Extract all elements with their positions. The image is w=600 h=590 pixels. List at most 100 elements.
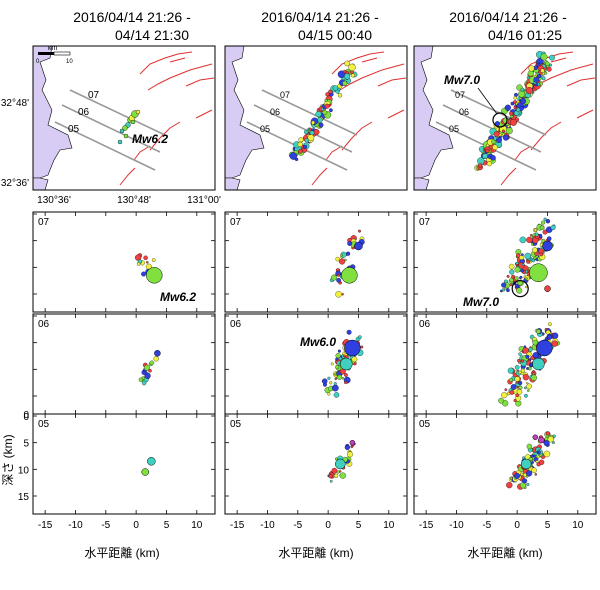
hypocenter — [543, 450, 551, 458]
hypocenter — [526, 383, 532, 390]
hypocenter — [141, 271, 147, 277]
sea-area — [414, 46, 454, 179]
x-tick-label: 5 — [545, 520, 551, 531]
hypocenter — [516, 287, 523, 294]
x-tick-label: -5 — [101, 520, 110, 531]
hypocenter — [524, 393, 528, 398]
hypocenter — [506, 481, 513, 489]
hypocenter — [522, 478, 528, 484]
hypocenter — [526, 443, 533, 450]
hypocenter — [333, 392, 340, 398]
large-event — [154, 350, 161, 357]
mainshock-circle — [492, 112, 508, 128]
epicenter — [485, 148, 490, 153]
map3-frame — [413, 45, 597, 191]
hypocenter — [532, 247, 538, 253]
hypocenter — [514, 266, 521, 273]
epicenter — [513, 106, 517, 110]
map1-mw-label: Mw6.2 — [132, 132, 168, 146]
hypocenters — [134, 253, 163, 284]
large-event — [349, 439, 356, 446]
lon-label-48: 130°48' — [117, 195, 151, 206]
epicenter — [533, 76, 540, 83]
lat-label-36: 32°36' — [1, 178, 29, 189]
epicenter — [540, 53, 548, 61]
hypocenter — [519, 275, 523, 279]
hypocenters — [498, 322, 561, 407]
hypocenter — [519, 255, 524, 260]
scale-unit: km — [48, 45, 58, 52]
profile-05-label: 05 — [260, 124, 270, 134]
profile-06-label: 06 — [78, 107, 90, 118]
hypocenter — [518, 352, 522, 356]
y-axis-label: 深さ (km) — [1, 434, 15, 485]
x-tick-label: -15 — [419, 520, 434, 531]
section-panel: 05 — [224, 413, 408, 515]
hypocenter — [146, 261, 149, 264]
epicenter — [324, 98, 328, 103]
x-tick-label: -15 — [38, 520, 53, 531]
hypocenter — [335, 256, 340, 262]
mw70-leader — [477, 87, 498, 115]
epicenter — [325, 92, 330, 97]
epicenters — [288, 60, 358, 162]
hypocenter — [144, 372, 151, 379]
large-event — [344, 339, 361, 357]
hypocenter — [334, 377, 337, 381]
hypocenter — [547, 334, 552, 340]
epicenter — [490, 155, 496, 161]
hypocenter — [516, 253, 521, 258]
hypocenter — [506, 274, 510, 278]
profile-lines — [54, 89, 166, 171]
epicenter — [505, 127, 513, 135]
hypocenter — [141, 380, 147, 386]
hypocenter — [520, 269, 524, 273]
x-tick-label: 0 — [514, 520, 520, 531]
epicenter — [289, 152, 298, 160]
map-panel-1: 07 06 05 Mw6.2 km 0 10 — [32, 45, 216, 191]
section-id-label: 06 — [230, 319, 242, 330]
large-event — [335, 458, 346, 470]
section-id-label: 07 — [38, 217, 50, 228]
hypocenter — [335, 291, 342, 298]
epicenter — [298, 148, 303, 154]
epicenter — [526, 76, 530, 80]
ariake-sea — [414, 177, 430, 190]
section-panel: 06 — [224, 313, 408, 415]
hypocenter — [514, 365, 520, 370]
hypocenter — [526, 236, 533, 244]
hypocenter — [138, 377, 144, 382]
hypocenter — [526, 470, 533, 477]
hypocenter — [498, 397, 504, 404]
profile-05-label: 05 — [449, 124, 459, 134]
hypocenter — [151, 258, 156, 262]
large-event — [340, 357, 353, 371]
epicenter — [482, 153, 488, 159]
hypocenter — [529, 364, 533, 367]
section-panel: 07 — [413, 211, 597, 313]
hypocenter — [541, 220, 546, 225]
hypocenter — [551, 332, 559, 339]
hypocenter — [539, 225, 545, 231]
scale-tick-10: 10 — [66, 59, 73, 65]
large-event — [536, 339, 553, 357]
col1-title-line1: 2016/04/14 21:26 - — [73, 9, 191, 25]
x-axis-label-col3: 水平距離 (km) — [467, 546, 542, 560]
section-id-label: 07 — [230, 217, 242, 228]
large-event — [529, 263, 548, 282]
hypocenter — [357, 335, 362, 340]
large-event — [146, 267, 163, 284]
hypocenter — [331, 384, 339, 392]
hypocenter — [516, 389, 523, 395]
section-id-label: 05 — [419, 419, 431, 430]
map3-mw-label: Mw7.0 — [444, 73, 480, 87]
profile-05-label: 05 — [68, 124, 80, 135]
map-panel-2: 07 06 05 — [224, 45, 408, 191]
epicenter — [518, 90, 526, 98]
hypocenter — [515, 381, 519, 384]
epicenter — [350, 73, 356, 78]
epicenter — [546, 66, 552, 72]
epicenter — [516, 107, 521, 112]
